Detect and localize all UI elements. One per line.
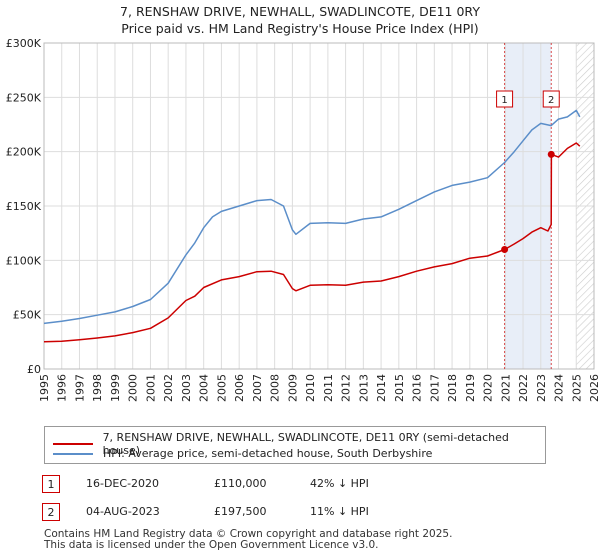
transaction-marker: 2 [42,503,60,521]
plot-border [43,42,595,370]
x-tick-label: 2001 [144,374,157,402]
legend-swatch-property [53,443,93,445]
x-tick-label: 2004 [198,374,211,402]
x-tick-label: 1995 [38,374,51,402]
sale-label-box [542,90,560,108]
transaction-row: 1 16-DEC-2020 £110,000 42% ↓ HPI [42,475,502,497]
x-tick-label: 1998 [91,374,104,402]
legend-item-property: 7, RENSHAW DRIVE, NEWHALL, SWADLINCOTE, … [53,431,545,457]
transaction-hpi: 42% ↓ HPI [310,477,369,490]
sale-label-box [496,90,514,108]
footer: Contains HM Land Registry data © Crown c… [44,529,452,551]
footer-copyright: Contains HM Land Registry data © Crown c… [44,528,453,540]
x-tick-label: 2009 [286,374,299,402]
footer-license: This data is licensed under the Open Gov… [44,539,379,551]
transaction-price: £110,000 [214,477,267,490]
transaction-date: 04-AUG-2023 [86,505,160,518]
x-tick-label: 2019 [464,374,477,402]
x-tick-label: 1997 [73,374,86,402]
series-line-property [43,142,581,343]
sale-point [501,245,509,253]
x-tick-label: 2013 [357,374,370,402]
sale-label: 2 [548,95,554,106]
transaction-hpi: 11% ↓ HPI [310,505,369,518]
legend-label-hpi: HPI: Average price, semi-detached house,… [103,447,433,460]
legend-item-hpi: HPI: Average price, semi-detached house,… [53,447,432,460]
chart-subtitle: Price paid vs. HM Land Registry's House … [121,21,479,36]
transaction-row: 2 04-AUG-2023 £197,500 11% ↓ HPI [42,503,502,525]
chart-title: 7, RENSHAW DRIVE, NEWHALL, SWADLINCOTE, … [120,4,480,19]
x-tick-label: 2025 [570,374,583,402]
legend-swatch-hpi [53,452,93,455]
y-tick-label: £250K [6,91,42,104]
x-tick-label: 2012 [340,374,353,402]
sale-label: 1 [501,95,507,106]
y-tick-label: £100K [6,254,42,267]
x-tick-label: 2000 [127,374,140,402]
x-tick-label: 2017 [428,374,441,402]
y-tick-label: £300K [6,37,42,50]
sale-point [547,150,555,158]
x-tick-label: 2006 [233,374,246,402]
transaction-price: £197,500 [214,505,267,518]
y-tick-label: £0 [27,363,41,376]
y-tick-label: £200K [6,146,42,159]
x-tick-label: 2002 [162,374,175,402]
chart-legend: 7, RENSHAW DRIVE, NEWHALL, SWADLINCOTE, … [44,426,546,464]
x-tick-label: 2014 [375,374,388,402]
x-tick-label: 2024 [553,374,566,402]
x-tick-label: 2022 [517,374,530,402]
x-tick-label: 2003 [180,374,193,402]
x-tick-label: 2007 [251,374,264,402]
x-tick-label: 2020 [482,374,495,402]
y-tick-label: £150K [6,200,42,213]
x-tick-label: 1999 [109,374,122,402]
x-tick-label: 2026 [588,374,600,402]
x-tick-label: 2023 [535,374,548,402]
x-tick-label: 2010 [304,374,317,402]
x-tick-label: 2018 [446,374,459,402]
x-tick-label: 2008 [269,374,282,402]
series-line-hpi [43,109,581,325]
y-tick-label: £50K [13,309,42,322]
x-tick-label: 2005 [215,374,228,402]
x-tick-label: 2016 [411,374,424,402]
x-tick-label: 2011 [322,374,335,402]
transaction-date: 16-DEC-2020 [86,477,160,490]
x-tick-label: 1996 [56,374,69,402]
price-chart: £0 £50K £100K £150K £200K £250K £300K 1995 1996 1… [6,37,600,402]
transaction-marker: 1 [42,475,60,493]
legend-label-property: 7, RENSHAW DRIVE, NEWHALL, SWADLINCOTE, … [102,431,509,457]
x-tick-label: 2015 [393,374,406,402]
x-tick-label: 2021 [499,374,512,402]
